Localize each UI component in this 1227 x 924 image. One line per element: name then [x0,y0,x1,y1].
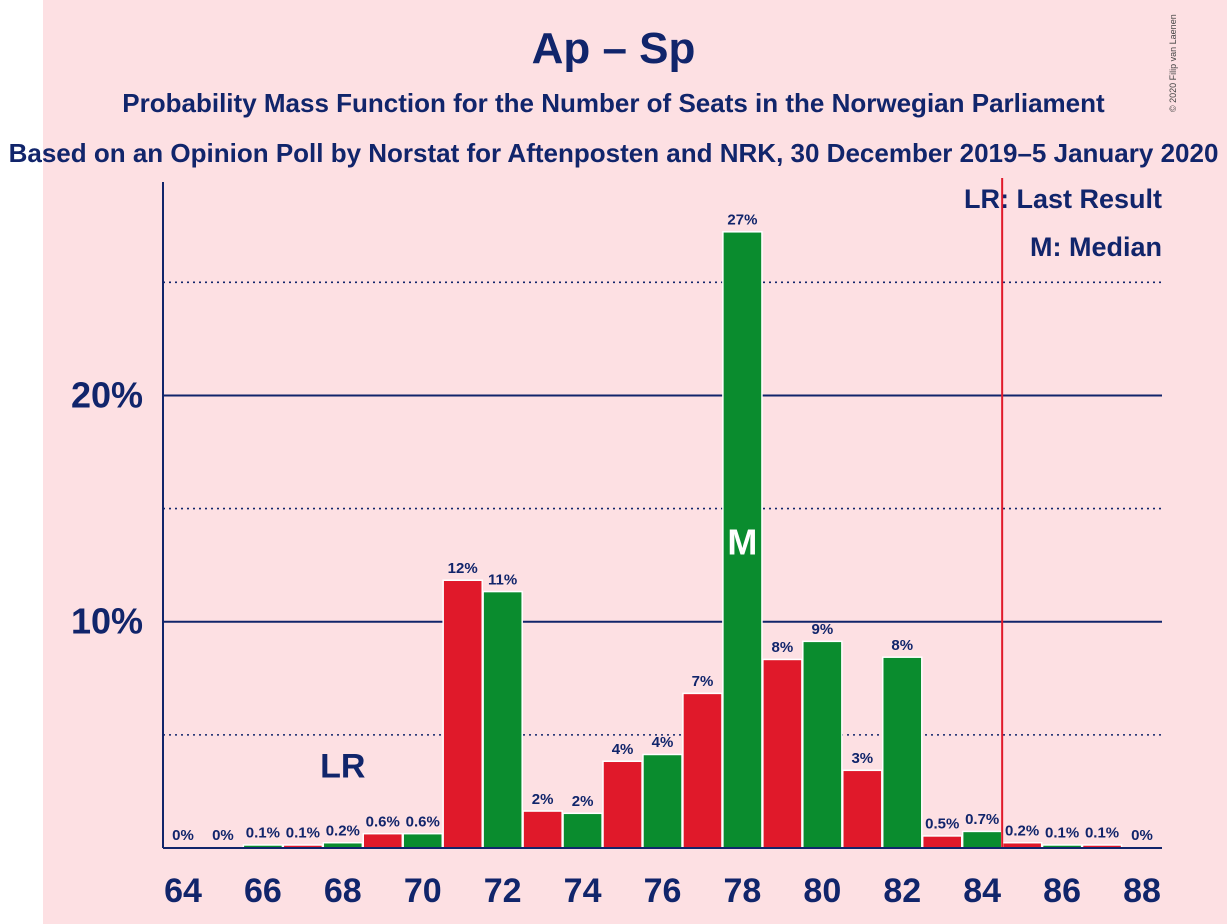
data-label: 27% [727,212,757,229]
x-tick-label: 70 [404,872,442,910]
bar [483,592,522,848]
data-label: 0.6% [366,813,400,830]
legend-median: M: Median [1030,232,1162,262]
data-label: 0.1% [1045,825,1079,842]
last-result-marker: LR [320,747,365,785]
bar [643,755,682,848]
x-tick-label: 86 [1043,872,1081,910]
data-label: 0.2% [1005,822,1039,839]
x-tick-label: 64 [164,872,202,910]
data-label: 4% [612,741,634,758]
data-label: 0.5% [925,816,959,833]
data-label: 4% [652,734,674,751]
data-label: 0.2% [326,822,360,839]
bar [363,834,402,848]
bar [603,762,642,848]
bar [1003,843,1041,848]
x-tick-label: 68 [324,872,362,910]
x-tick-label: 88 [1123,872,1161,910]
data-label: 8% [891,637,913,654]
data-label: 11% [488,571,517,588]
x-tick-label: 82 [883,872,921,910]
legend-last-result: LR: Last Result [963,184,1162,214]
data-label: 0% [212,827,234,844]
bar [324,843,362,848]
bar [923,836,962,848]
bar [284,845,322,848]
bar [1083,845,1121,848]
bar [523,811,562,848]
chart-source: Based on an Opinion Poll by Norstat for … [8,138,1219,168]
bar [563,814,602,848]
data-label: 7% [692,673,714,690]
data-label: 3% [851,750,873,767]
bar [683,694,722,848]
data-label: 0.1% [246,825,280,842]
data-label: 0% [172,827,194,844]
data-label: 0% [1131,827,1153,844]
bar [803,642,842,848]
x-tick-label: 84 [963,872,1001,910]
x-tick-label: 74 [564,872,602,910]
bar [403,834,442,848]
bar [883,657,922,848]
data-label: 2% [532,791,554,808]
x-tick-label: 78 [724,872,762,910]
data-label: 0.7% [965,811,999,828]
median-marker: M [727,521,757,562]
y-tick-label: 10% [71,601,143,642]
x-tick-label: 72 [484,872,522,910]
chart-title: Ap – Sp [531,24,696,73]
data-label: 0.6% [406,813,440,830]
x-tick-label: 76 [644,872,682,910]
data-label: 8% [772,639,794,656]
x-tick-label: 80 [803,872,841,910]
bar [443,581,482,848]
data-label: 0.1% [286,825,320,842]
data-label: 0.1% [1085,825,1119,842]
bar [244,845,282,848]
bar [843,771,882,848]
y-tick-label: 20% [71,374,143,415]
x-tick-label: 66 [244,872,282,910]
bar [963,832,1001,848]
bar [1043,845,1081,848]
data-label: 2% [572,793,594,810]
bar [763,660,802,848]
chart-subtitle: Probability Mass Function for the Number… [122,88,1105,118]
bar [723,232,762,848]
data-label: 9% [811,621,833,638]
data-label: 12% [448,560,478,577]
